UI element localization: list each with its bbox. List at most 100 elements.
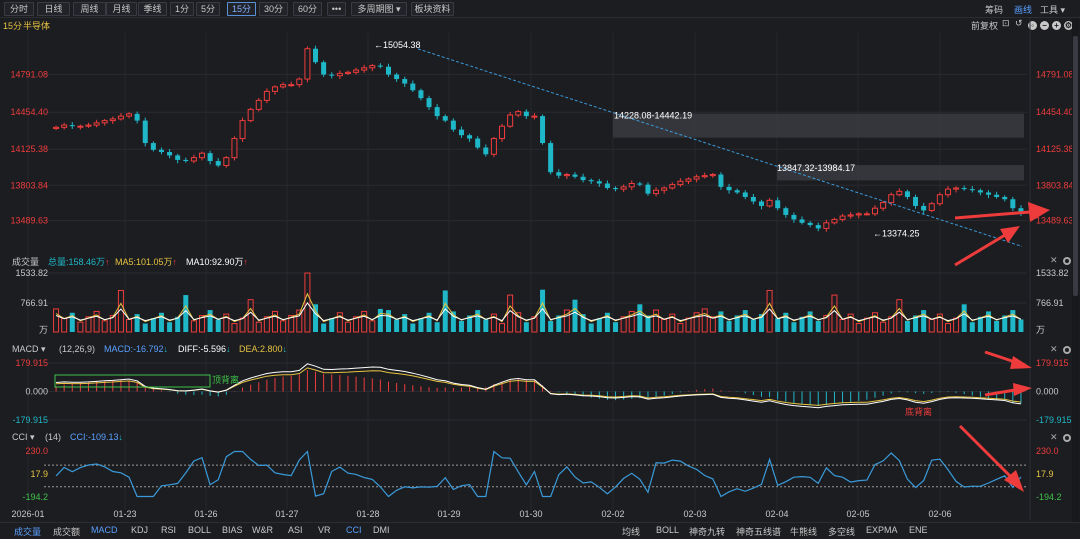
volume-bar-down xyxy=(540,289,546,332)
adjust-mode-button[interactable]: 前复权 xyxy=(971,21,999,31)
period-tab-month[interactable]: 月线 xyxy=(106,2,137,16)
macd-title-dropdown[interactable]: MACD ▾ xyxy=(12,344,46,355)
price-axis-label-right: 13489.63 xyxy=(1036,216,1074,226)
candle-body-up xyxy=(126,113,133,117)
candle-body-down xyxy=(313,48,319,63)
volume-bar-up xyxy=(531,316,538,333)
volume-bar-down xyxy=(969,322,975,332)
volume-bar-down xyxy=(986,311,992,332)
tab-ene[interactable]: ENE xyxy=(909,525,928,535)
gear-icon[interactable] xyxy=(1063,257,1071,265)
tab-five-lines[interactable]: 神奇五线谱 xyxy=(736,527,782,537)
tab-expma[interactable]: EXPMA xyxy=(866,525,898,535)
undo-icon[interactable]: ↺ xyxy=(1015,18,1023,28)
tab-volume[interactable]: 成交量 xyxy=(14,527,42,537)
volume-ma10-line xyxy=(55,302,1022,322)
more-periods-button[interactable]: ••• xyxy=(327,2,346,16)
down-arrow-icon: ↓ xyxy=(118,432,124,442)
cci-axis-label-right: 230.0 xyxy=(1036,446,1059,456)
volume-bar-down xyxy=(742,310,748,332)
tab-macd[interactable]: MACD xyxy=(91,525,118,535)
volume-bar-up xyxy=(831,294,838,333)
candle-body-down xyxy=(572,174,578,177)
tab-vr[interactable]: VR xyxy=(318,525,331,535)
volume-bar-up xyxy=(888,316,895,333)
tools-label: 工具 xyxy=(1040,5,1059,15)
tab-dmi[interactable]: DMI xyxy=(373,525,390,535)
candle-body-up xyxy=(531,115,538,118)
candle-body-up xyxy=(653,189,660,195)
volume-bar-down xyxy=(215,319,221,332)
draw-line-button[interactable]: 画线 xyxy=(1014,5,1033,15)
volume-bar-down xyxy=(475,310,481,332)
cci-title-dropdown[interactable]: CCI ▾ xyxy=(12,432,35,443)
scrollbar-thumb[interactable] xyxy=(1073,36,1078,296)
volume-bar-down xyxy=(961,304,967,332)
close-icon[interactable]: ✕ xyxy=(1050,255,1058,265)
candle-body-up xyxy=(304,48,311,80)
period-tab-intraday[interactable]: 分时 xyxy=(4,2,34,16)
candle-body-down xyxy=(158,149,164,153)
volume-bar-up xyxy=(304,272,311,333)
tab-long-short[interactable]: 多空线 xyxy=(828,527,856,537)
tab-wr[interactable]: W&R xyxy=(252,525,273,535)
volume-bar-up xyxy=(685,317,692,333)
volume-bar-up xyxy=(880,321,887,333)
settings-icon[interactable]: ⚙ xyxy=(1064,21,1073,30)
tab-rsi[interactable]: RSI xyxy=(161,525,177,535)
period-tab-quarter[interactable]: 季线 xyxy=(138,2,167,16)
tab-ma[interactable]: 均线 xyxy=(622,527,641,537)
tools-dropdown[interactable]: 工具 ▾ xyxy=(1040,3,1065,16)
cci-axis-label-right: 17.9 xyxy=(1036,469,1054,479)
close-icon[interactable]: ✕ xyxy=(1050,344,1058,354)
chips-button[interactable]: 筹码 xyxy=(985,5,1004,15)
candle-body-down xyxy=(418,90,424,99)
volume-bar-down xyxy=(183,295,189,332)
period-tab-30min[interactable]: 30分 xyxy=(259,2,288,16)
candle-body-down xyxy=(994,194,1000,197)
volume-bar-up xyxy=(369,320,376,333)
tab-td9[interactable]: 神奇九转 xyxy=(689,527,726,537)
candle-body-down xyxy=(913,196,919,206)
date-axis-label: 02-03 xyxy=(683,509,706,519)
volume-bar-up xyxy=(499,323,506,333)
period-tab-60min[interactable]: 60分 xyxy=(293,2,322,16)
period-tab-15min[interactable]: 15分 xyxy=(227,2,256,16)
candle-body-down xyxy=(402,79,408,84)
candle-body-down xyxy=(394,74,400,80)
candle-body-down xyxy=(613,187,619,190)
candle-body-up xyxy=(263,90,270,101)
tab-cci[interactable]: CCI xyxy=(346,525,362,535)
cci-value-text: CCI:-109.13 xyxy=(70,432,119,442)
date-axis-label: 01-29 xyxy=(437,509,460,519)
period-tab-5min[interactable]: 5分 xyxy=(196,2,220,16)
tab-kdj[interactable]: KDJ xyxy=(131,525,149,535)
tab-asi[interactable]: ASI xyxy=(288,525,303,535)
period-tab-day[interactable]: 日线 xyxy=(37,2,70,16)
reset-icon[interactable]: ◦ xyxy=(1028,21,1037,30)
gear-icon[interactable] xyxy=(1063,346,1071,354)
volume-bar-down xyxy=(588,323,594,332)
tab-boll[interactable]: BOLL xyxy=(188,525,212,535)
zoom-out-icon[interactable]: − xyxy=(1040,21,1049,30)
volume-ma10: MA10:92.90万↑ xyxy=(186,255,248,268)
gear-icon[interactable] xyxy=(1063,434,1071,442)
multi-period-dropdown[interactable]: 多周期图 ▾ xyxy=(351,2,407,16)
tab-turnover[interactable]: 成交额 xyxy=(53,527,81,537)
lock-icon[interactable]: ⊡ xyxy=(1002,18,1010,28)
tab-bull-bear[interactable]: 牛熊线 xyxy=(790,527,818,537)
candle-body-down xyxy=(904,191,910,197)
sector-info-button[interactable]: 板块资料 xyxy=(411,2,454,16)
period-tab-week[interactable]: 周线 xyxy=(73,2,106,16)
period-tab-1min[interactable]: 1分 xyxy=(170,2,194,16)
volume-bar-down xyxy=(410,323,416,332)
candle-body-up xyxy=(936,194,943,205)
tab-boll-overlay[interactable]: BOLL xyxy=(656,525,680,535)
close-icon[interactable]: ✕ xyxy=(1050,432,1058,442)
zoom-in-icon[interactable]: + xyxy=(1052,21,1061,30)
cci-title: CCI xyxy=(12,432,28,442)
tab-bias[interactable]: BIAS xyxy=(222,525,243,535)
candle-body-down xyxy=(142,120,148,144)
candle-body-down xyxy=(167,152,173,156)
